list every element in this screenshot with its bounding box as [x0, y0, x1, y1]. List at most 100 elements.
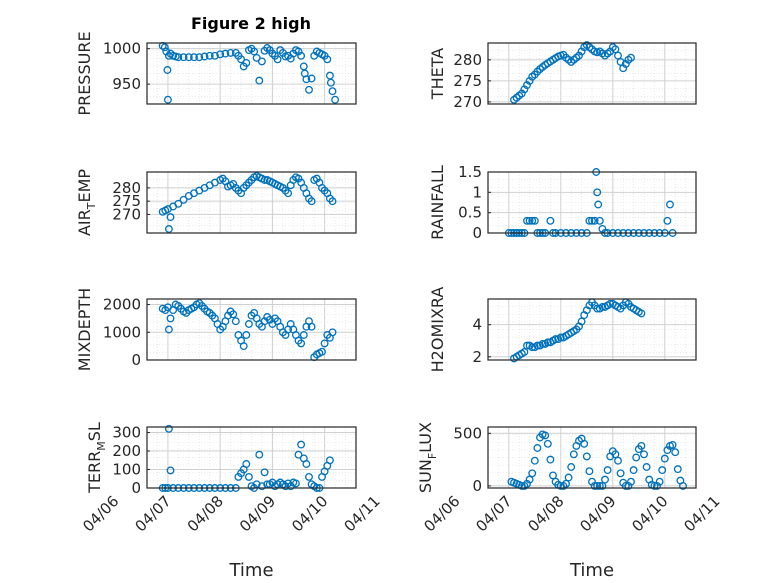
data-point	[611, 450, 620, 459]
data-point	[660, 454, 669, 463]
data-point	[543, 338, 552, 347]
data-point	[273, 55, 282, 64]
data-point	[614, 456, 622, 465]
data-point	[305, 85, 313, 94]
data-point	[299, 331, 308, 339]
data-point	[244, 472, 253, 481]
data-point	[305, 472, 313, 481]
data-point	[590, 481, 599, 490]
data-point	[257, 482, 266, 491]
data-point	[302, 460, 311, 468]
data-point	[595, 216, 604, 225]
data-point	[328, 197, 337, 206]
data-point	[205, 51, 214, 60]
axes-box	[487, 426, 697, 489]
data-point	[239, 342, 248, 351]
data-point	[585, 216, 594, 225]
axes-box	[146, 426, 357, 489]
figure-title: Figure 2 high	[191, 14, 311, 33]
data-point	[556, 333, 565, 342]
data-point	[577, 317, 586, 326]
data-point	[226, 48, 235, 57]
y-tick-label: 100	[112, 461, 141, 479]
subplot-rainfall: 1.5 1 0.5 0 RAINFALL	[428, 163, 697, 242]
data-point	[562, 479, 570, 488]
data-point	[655, 477, 664, 486]
data-point	[637, 441, 646, 450]
data-point	[611, 45, 620, 54]
data-point	[530, 456, 539, 465]
y-tick-label: 1.5	[458, 163, 482, 181]
data-point	[260, 176, 269, 184]
data-point	[627, 477, 635, 486]
data-point	[637, 309, 646, 318]
data-point	[533, 341, 542, 350]
y-tick-label: 2	[472, 348, 482, 366]
data-point	[632, 453, 641, 462]
data-point	[174, 199, 183, 208]
data-point	[323, 55, 332, 64]
y-tick-label: 0	[131, 351, 141, 369]
subplot-pressure: 1000 950 PRESSURE	[75, 31, 357, 116]
y-axis-label-subscript: F	[426, 453, 439, 459]
data-point	[294, 450, 303, 459]
data-point	[244, 320, 253, 328]
y-axis-label: MIXDEPTH	[75, 288, 94, 371]
data-point	[231, 317, 240, 326]
y-axis-label-subscript: M	[95, 441, 108, 451]
data-point	[520, 348, 529, 356]
data-point	[284, 189, 293, 198]
data-point	[590, 216, 599, 225]
data-point	[164, 225, 173, 233]
y-tick-label: 0	[472, 224, 482, 242]
y-axis-label-rest: SL	[85, 422, 104, 441]
y-tick-label: 0	[472, 477, 482, 495]
y-axis-label-subscript: T	[85, 202, 98, 210]
y-tick-label: 1	[472, 183, 482, 201]
data-point	[190, 53, 198, 62]
data-point	[601, 475, 609, 484]
data-point	[528, 216, 537, 225]
data-point	[179, 53, 188, 62]
data-point	[328, 87, 337, 96]
data-point	[585, 467, 594, 476]
data-point	[166, 213, 175, 222]
data-point	[523, 341, 531, 350]
data-point	[614, 51, 622, 60]
data-point	[163, 66, 172, 74]
data-point	[195, 53, 204, 62]
x-axis-label: Time	[569, 560, 614, 581]
data-point	[320, 339, 329, 348]
data-point	[525, 216, 534, 225]
data-point	[160, 43, 169, 52]
data-point	[543, 439, 552, 448]
data-point	[582, 452, 591, 461]
axes-box	[146, 171, 357, 234]
data-point	[166, 314, 175, 323]
data-point	[164, 325, 173, 334]
y-tick-label: 275	[112, 192, 141, 210]
y-tick-label: 4	[472, 316, 482, 334]
y-tick-label: 0.5	[458, 204, 482, 222]
axes-box	[487, 298, 697, 361]
y-axis-label: RAINFALL	[428, 165, 447, 240]
data-point	[528, 343, 537, 352]
y-axis-label-rest: EMP	[75, 169, 94, 203]
data-point	[237, 55, 246, 64]
data-point	[326, 78, 335, 87]
y-axis-label: THETA	[428, 48, 447, 100]
y-axis-label: TERRMSL	[85, 422, 108, 494]
y-axis-label-main: AIR	[75, 209, 94, 236]
y-tick-label: 270	[112, 205, 141, 223]
data-point	[549, 471, 557, 480]
data-point	[642, 463, 651, 471]
y-axis-label: H2OMIXRA	[428, 287, 447, 373]
data-point	[210, 51, 219, 60]
data-point	[255, 76, 264, 85]
data-point	[580, 439, 589, 448]
data-point	[603, 466, 612, 475]
data-point	[525, 475, 534, 484]
data-point	[307, 197, 316, 206]
data-point	[260, 468, 269, 477]
